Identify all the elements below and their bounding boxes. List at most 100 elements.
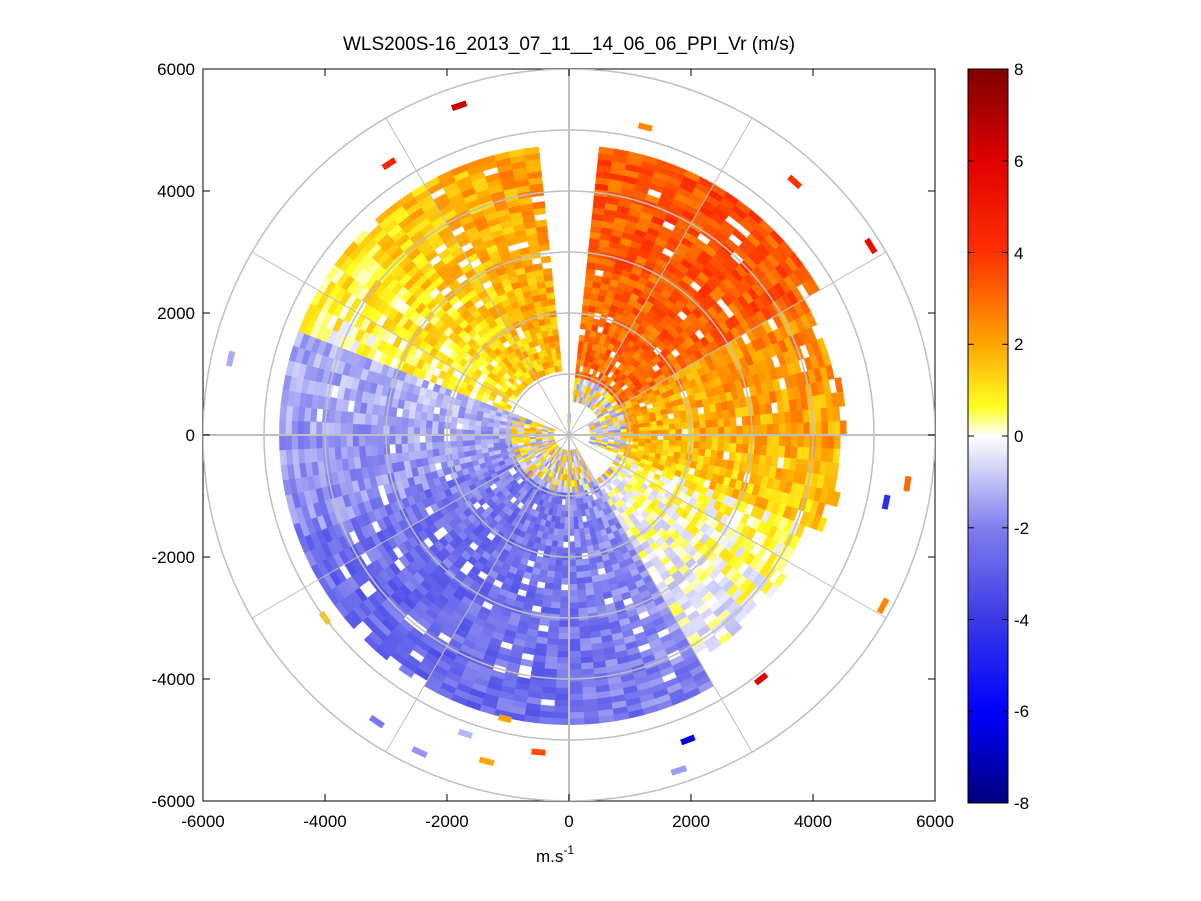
vr-cell: [431, 427, 439, 436]
vr-cell: [431, 434, 439, 443]
vr-cell: [568, 693, 584, 701]
vr-cell: [558, 620, 570, 628]
vr-cell: [558, 528, 565, 536]
vr-cell: [766, 424, 774, 436]
x-tick-label: -4000: [303, 812, 346, 831]
vr-cell: [580, 650, 593, 658]
vr-cell: [395, 416, 403, 427]
vr-cell: [778, 434, 786, 447]
y-tick-label: 0: [186, 426, 195, 445]
x-axis-label-base: m.s: [536, 847, 563, 866]
vr-cell: [352, 423, 360, 436]
vr-cell: [559, 596, 570, 604]
vr-cell: [771, 445, 780, 458]
vr-cell: [827, 420, 835, 436]
vr-cell: [814, 447, 823, 462]
vr-cell: [710, 411, 718, 421]
vr-cell: [568, 638, 581, 646]
radial-velocity-field: [279, 146, 847, 726]
vr-cell: [833, 420, 841, 436]
vr-cell: [674, 422, 682, 430]
vr-cell: [573, 522, 580, 530]
vr-cell: [576, 510, 583, 518]
vr-cell: [285, 419, 293, 436]
vr-cell: [581, 558, 590, 566]
vr-cell: [419, 442, 427, 451]
vr-cell: [717, 426, 725, 436]
vr-cell: [568, 608, 579, 616]
vr-cell: [546, 570, 555, 578]
outlier-gate: [225, 350, 236, 367]
vr-cell: [662, 424, 670, 431]
vr-cell: [704, 449, 712, 458]
vr-cell: [498, 438, 506, 443]
colorbar-tick-label: -6: [1014, 702, 1029, 721]
x-axis-label: m.s-1: [536, 843, 574, 866]
x-tick-label: 0: [564, 812, 573, 831]
vr-cell: [407, 434, 414, 444]
vr-cell: [346, 446, 354, 459]
vr-cell: [582, 298, 591, 306]
vr-cell: [555, 681, 570, 689]
vr-cell: [698, 448, 706, 457]
vr-cell: [553, 577, 562, 585]
colorbar-tick-label: -4: [1014, 611, 1029, 630]
vr-cell: [778, 412, 786, 425]
colorbar-tick-label: -8: [1014, 794, 1029, 813]
vr-cell: [579, 644, 592, 652]
vr-cell: [772, 423, 780, 436]
vr-cell: [315, 421, 323, 436]
vr-cell: [583, 286, 593, 294]
y-tick-label: 6000: [157, 60, 195, 79]
vr-cell: [486, 438, 494, 444]
vr-cell: [407, 417, 415, 428]
vr-cell: [705, 434, 713, 443]
vr-cell: [553, 718, 570, 726]
colorbar-tick-label: 8: [1014, 60, 1023, 79]
vr-cell: [370, 444, 379, 456]
vr-cell: [814, 408, 823, 423]
vr-cell: [551, 322, 559, 330]
vr-cell: [328, 447, 336, 461]
vr-cell: [558, 522, 565, 530]
vr-cell: [573, 528, 580, 536]
vr-cell: [557, 638, 570, 646]
vr-cell: [572, 498, 577, 506]
vr-cell: [309, 421, 317, 436]
vr-cell: [557, 364, 563, 372]
vr-cell: [668, 423, 676, 430]
vr-cell: [644, 426, 652, 432]
vr-cell: [549, 607, 561, 615]
vr-cell: [656, 419, 664, 427]
vr-cell: [656, 424, 664, 431]
vr-cell: [556, 669, 570, 677]
vr-cell: [559, 602, 570, 610]
vr-cell: [340, 422, 347, 436]
vr-cell: [346, 434, 353, 447]
vr-cell: [574, 534, 581, 542]
vr-cell: [426, 412, 434, 421]
chart-title: WLS200S-16_2013_07_11__14_06_06_PPI_Vr (…: [343, 34, 795, 55]
vr-cell: [568, 559, 577, 567]
vr-cell: [340, 446, 348, 460]
vr-cell: [784, 446, 792, 459]
vr-cell: [370, 424, 378, 436]
vr-cell: [711, 442, 719, 451]
vr-cell: [340, 434, 347, 448]
vr-cell: [650, 439, 658, 445]
vr-cell: [753, 444, 762, 456]
vr-cell: [723, 417, 731, 428]
vr-cell: [796, 446, 804, 460]
vr-cell: [668, 418, 676, 425]
vr-cell: [568, 571, 577, 579]
vr-cell: [568, 620, 580, 628]
vr-cell: [559, 516, 565, 524]
vr-cell: [546, 644, 559, 652]
vr-cell: [327, 434, 335, 448]
x-tick-label: 4000: [794, 812, 832, 831]
vr-cell: [791, 422, 799, 436]
vr-cell: [388, 425, 396, 436]
vr-cell: [561, 565, 570, 573]
vr-cell: [551, 595, 561, 603]
vr-cell: [827, 434, 835, 450]
